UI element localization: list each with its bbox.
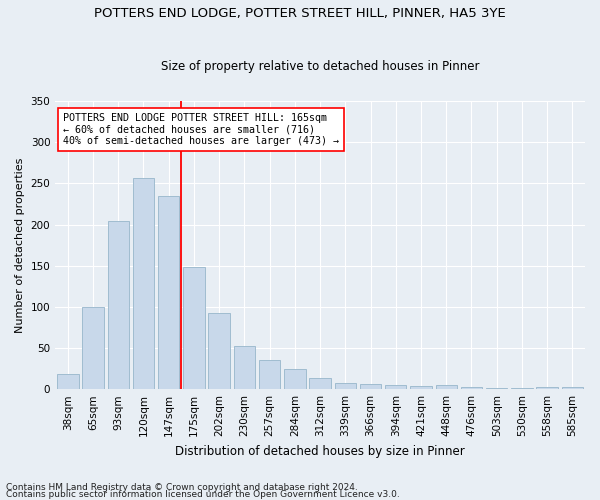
Bar	[107, 221, 129, 389]
Bar	[310, 378, 331, 389]
Bar	[208, 312, 230, 389]
Bar	[562, 386, 583, 389]
Bar	[385, 385, 406, 389]
Bar	[57, 374, 79, 389]
X-axis label: Distribution of detached houses by size in Pinner: Distribution of detached houses by size …	[175, 444, 465, 458]
Text: Contains public sector information licensed under the Open Government Licence v3: Contains public sector information licen…	[6, 490, 400, 499]
Bar	[335, 382, 356, 389]
Bar	[259, 360, 280, 389]
Y-axis label: Number of detached properties: Number of detached properties	[15, 158, 25, 333]
Text: Contains HM Land Registry data © Crown copyright and database right 2024.: Contains HM Land Registry data © Crown c…	[6, 484, 358, 492]
Text: POTTERS END LODGE POTTER STREET HILL: 165sqm
← 60% of detached houses are smalle: POTTERS END LODGE POTTER STREET HILL: 16…	[63, 112, 339, 146]
Bar	[410, 386, 432, 389]
Bar	[511, 388, 533, 389]
Bar	[233, 346, 255, 389]
Bar	[183, 268, 205, 389]
Text: POTTERS END LODGE, POTTER STREET HILL, PINNER, HA5 3YE: POTTERS END LODGE, POTTER STREET HILL, P…	[94, 8, 506, 20]
Bar	[360, 384, 381, 389]
Bar	[284, 368, 305, 389]
Bar	[436, 385, 457, 389]
Title: Size of property relative to detached houses in Pinner: Size of property relative to detached ho…	[161, 60, 479, 74]
Bar	[536, 386, 558, 389]
Bar	[82, 307, 104, 389]
Bar	[158, 196, 179, 389]
Bar	[486, 388, 508, 389]
Bar	[461, 386, 482, 389]
Bar	[133, 178, 154, 389]
